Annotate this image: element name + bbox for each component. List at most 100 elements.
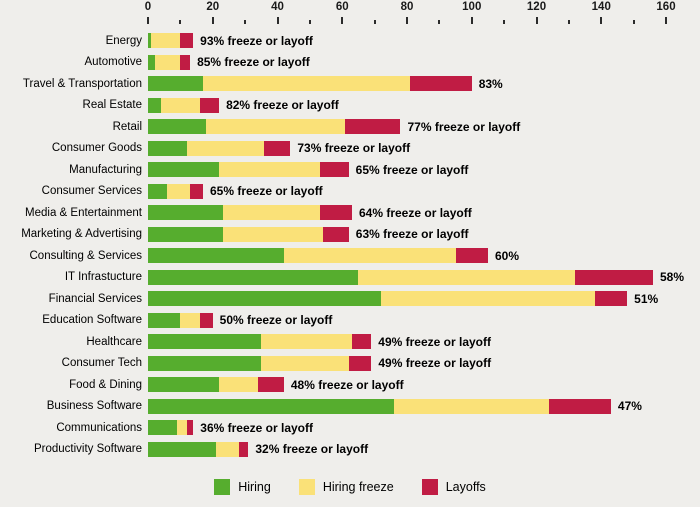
bar-segment-freeze [177, 420, 187, 436]
bar-segment-freeze [216, 441, 239, 457]
axis-tick-label: 160 [656, 1, 676, 13]
bar-value-label: 93% freeze or layoff [200, 33, 313, 48]
axis-tick [308, 20, 311, 24]
axis-tick [535, 17, 538, 24]
bar-segment-layoffs [264, 140, 291, 156]
bar-segment-freeze [358, 269, 576, 285]
bar-segment-layoffs [410, 76, 472, 92]
bar-segment-freeze [154, 54, 181, 70]
chart-row: Marketing & Advertising 63% freeze or lay… [0, 224, 700, 246]
axis-tick [244, 20, 247, 24]
axis-tick [276, 17, 279, 24]
bar-segment-layoffs [322, 226, 349, 242]
chart-rows: Energy 93% freeze or layoff Automotive 85% … [0, 30, 700, 460]
bar-segment-hiring [148, 54, 155, 70]
bar-segment-freeze [261, 355, 349, 371]
bar-value-label: 49% freeze or layoff [378, 356, 492, 371]
bar-value-label: 48% freeze or layoff [290, 377, 404, 392]
bar-segment-hiring [148, 377, 220, 393]
x-axis: 0 20 40 60 80 100 120 140 160 [145, 0, 676, 30]
chart-row: Travel & Transportation 83% [0, 73, 700, 95]
axis-tick [632, 20, 635, 24]
axis-tick-label: 80 [400, 1, 414, 13]
bar-segment-layoffs [199, 97, 220, 113]
axis-tick-label: 100 [462, 1, 482, 13]
bar-value-label: 51% [634, 291, 659, 306]
bar-value-label: 58% [659, 270, 684, 285]
legend-label: Layoffs [445, 480, 486, 494]
bar-segment-freeze [219, 162, 320, 178]
bar-segment-hiring [148, 291, 382, 307]
axis-tick-label: 60 [335, 1, 349, 13]
chart-row: Financial Services 51% [0, 288, 700, 310]
axis-tick-label: 20 [206, 1, 220, 13]
bar-segment-hiring [148, 420, 178, 436]
chart-row: Consulting & Services 60% [0, 245, 700, 267]
category-label: Retail [112, 120, 142, 133]
bar-segment-layoffs [186, 420, 194, 436]
bar-value-label: 64% freeze or layoff [358, 205, 472, 220]
chart-row: Communications 36% freeze or layoff [0, 417, 700, 439]
bar-segment-freeze [222, 205, 320, 221]
bar-segment-layoffs [199, 312, 213, 328]
legend-label: Hiring [238, 480, 271, 494]
bar-segment-hiring [148, 334, 262, 350]
bar-value-label: 82% freeze or layoff [226, 98, 339, 113]
legend-item-layoffs: Layoffs [421, 479, 486, 495]
bar-segment-layoffs [348, 355, 372, 371]
bar-segment-hiring [148, 119, 207, 135]
bar-segment-hiring [148, 441, 216, 457]
category-label: Manufacturing [69, 163, 142, 176]
category-label: Healthcare [86, 335, 142, 348]
bar-value-label: 65% freeze or layoff [209, 184, 323, 199]
bar-segment-layoffs [575, 269, 653, 285]
category-label: Consumer Goods [51, 142, 142, 155]
bar-segment-freeze [261, 334, 352, 350]
chart-row: IT Infrastucture 58% [0, 267, 700, 289]
bar-value-label: 85% freeze or layoff [197, 55, 310, 70]
legend-swatch-freeze-icon [298, 479, 315, 495]
bar-segment-hiring [148, 269, 359, 285]
bar-value-label: 63% freeze or layoff [355, 227, 469, 242]
bar-segment-layoffs [345, 119, 401, 135]
chart-row: Retail 77% freeze or layoff [0, 116, 700, 138]
bar-value-label: 83% [478, 76, 503, 91]
chart-row: Consumer Services 65% freeze or layoff [0, 181, 700, 203]
legend-label: Hiring freeze [322, 480, 394, 494]
chart-row: Food & Dining 48% freeze or layoff [0, 374, 700, 396]
bar-value-label: 77% freeze or layoff [407, 119, 521, 134]
bar-segment-layoffs [549, 398, 611, 414]
category-label: Automotive [84, 56, 142, 69]
bar-segment-freeze [203, 76, 411, 92]
category-label: Marketing & Advertising [21, 228, 142, 241]
legend: Hiring Hiring freeze Layoffs [0, 476, 700, 498]
bar-segment-freeze [219, 377, 258, 393]
legend-swatch-layoffs-icon [421, 479, 438, 495]
bar-segment-layoffs [351, 334, 372, 350]
bar-value-label: 47% [617, 399, 642, 414]
legend-item-freeze: Hiring freeze [298, 479, 394, 495]
bar-segment-layoffs [180, 54, 191, 70]
legend-item-hiring: Hiring [214, 479, 271, 495]
chart-row: Automotive 85% freeze or layoff [0, 52, 700, 74]
bar-segment-hiring [148, 97, 161, 113]
chart-row: Healthcare 49% freeze or layoff [0, 331, 700, 353]
bar-segment-freeze [394, 398, 550, 414]
chart-row: Productivity Software 32% freeze or layof… [0, 439, 700, 461]
category-label: Energy [105, 34, 142, 47]
axis-tick [567, 20, 570, 24]
bar-value-label: 60% [494, 248, 520, 263]
bar-segment-layoffs [455, 248, 488, 264]
bar-value-label: 49% freeze or layoff [378, 334, 491, 349]
bar-segment-hiring [148, 33, 152, 49]
bar-segment-layoffs [257, 377, 284, 393]
chart-row: Real Estate 82% freeze or layoff [0, 95, 700, 117]
category-label: Productivity Software [33, 443, 142, 456]
bar-segment-hiring [148, 76, 203, 92]
bar-segment-layoffs [319, 162, 349, 178]
category-label: Consulting & Services [29, 249, 143, 262]
bar-segment-hiring [148, 162, 220, 178]
bar-segment-freeze [206, 119, 346, 135]
chart-row: Consumer Tech 49% freeze or layoff [0, 353, 700, 375]
